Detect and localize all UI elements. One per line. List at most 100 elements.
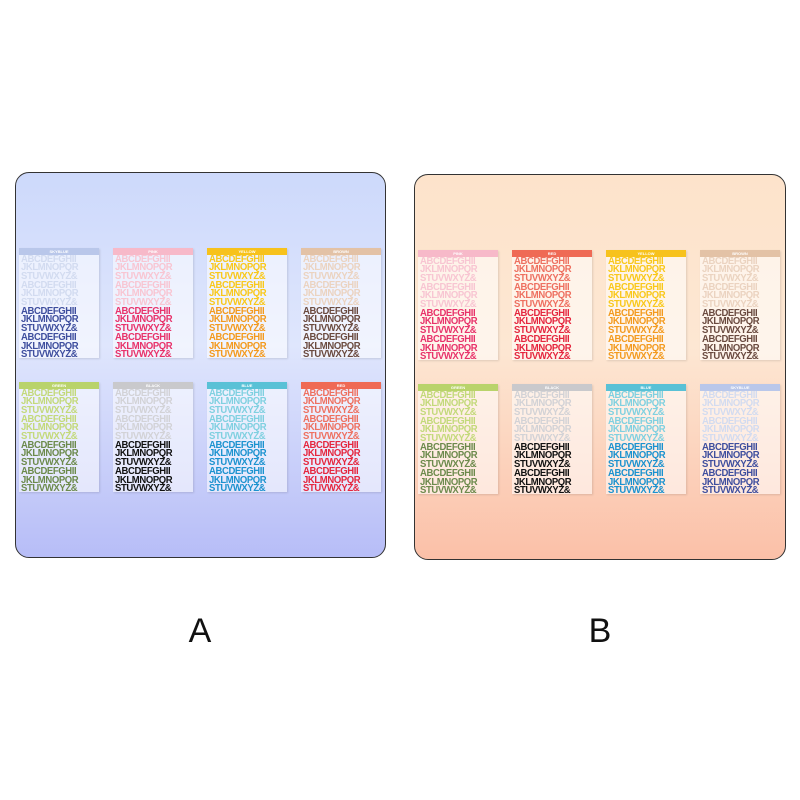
letter-row: JKLMNOPQR [608, 424, 666, 436]
letter-row: ABCDEFGHII [209, 466, 265, 478]
letter-row: STUVWXYZ& [702, 432, 759, 444]
letter-row: STUVWXYZ& [420, 484, 477, 496]
sticker-sheet-black: BLACK ABCDEFGHII JKLMNOPQR STUVWXYZ& ABCDEFG… [512, 384, 592, 496]
letter-row: JKLMNOPQR [303, 448, 361, 460]
letter-row: ABCDEFGHII [303, 254, 359, 265]
letter-row: STUVWXYZ& [21, 430, 78, 442]
letter-row: ABCDEFGHII [115, 388, 171, 399]
sheet-color-label: RED [512, 250, 592, 257]
letter-row: JKLMNOPQR [209, 262, 267, 274]
sticker-sheet-black: BLACK ABCDEFGHII JKLMNOPQR STUVWXYZ& ABCDEFG… [113, 382, 193, 494]
letter-row: STUVWXYZ& [303, 348, 360, 360]
letter-row: JKLMNOPQR [608, 450, 666, 462]
letter-row: JKLMNOPQR [303, 340, 361, 352]
sticker-sheet-skyblue: SKYBLUE ABCDEFGHII JKLMNOPQR STUVWXYZ& ABCDE… [700, 384, 780, 496]
letter-row: JKLMNOPQR [420, 450, 478, 462]
letter-row: ABCDEFGHII [608, 282, 664, 294]
letter-row: STUVWXYZ& [702, 406, 759, 418]
sticker-sheet-blue: BLUE ABCDEFGHII JKLMNOPQR STUVWXYZ& ABCDEFGH… [207, 382, 287, 494]
letter-row: JKLMNOPQR [702, 342, 760, 354]
letter-row: ABCDEFGHII [209, 332, 265, 344]
letter-row: JKLMNOPQR [702, 476, 760, 488]
letter-row: STUVWXYZ& [115, 404, 172, 416]
letter-row: STUVWXYZ& [303, 270, 360, 282]
letter-row: STUVWXYZ& [115, 456, 172, 468]
letter-row: STUVWXYZ& [702, 458, 759, 470]
letter-row: STUVWXYZ& [608, 432, 665, 444]
letter-row: JKLMNOPQR [303, 422, 361, 434]
letter-row: STUVWXYZ& [420, 272, 477, 284]
letter-row: ABCDEFGHII [514, 416, 570, 428]
letter-row: ABCDEFGHII [420, 282, 476, 294]
letter-row: ABCDEFGHII [21, 254, 77, 265]
letter-row: ABCDEFGHII [420, 390, 476, 401]
letter-row: ABCDEFGHII [115, 306, 171, 318]
letter-row: STUVWXYZ& [303, 296, 360, 308]
letter-row: ABCDEFGHII [514, 442, 570, 454]
letter-row: ABCDEFGHII [303, 388, 359, 399]
caption-b: B [588, 612, 612, 650]
sheet-color-label: BROWN [700, 250, 780, 257]
letter-row: JKLMNOPQR [420, 342, 478, 354]
letter-row: JKLMNOPQR [514, 424, 572, 436]
sheet-color-label: BROWN [301, 248, 381, 255]
letter-row: ABCDEFGHII [209, 414, 265, 426]
letter-row: STUVWXYZ& [514, 484, 571, 496]
letter-row: ABCDEFGHII [21, 440, 77, 452]
letter-row: ABCDEFGHII [702, 308, 758, 320]
letter-row: STUVWXYZ& [608, 324, 665, 336]
letter-row: STUVWXYZ& [21, 482, 78, 494]
sticker-sheet-pink: PINK ABCDEFGHII JKLMNOPQR STUVWXYZ& ABCDEFGH… [418, 250, 498, 362]
letter-row: JKLMNOPQR [115, 314, 173, 326]
letter-row: STUVWXYZ& [420, 458, 477, 470]
letter-row: STUVWXYZ& [702, 324, 759, 336]
letter-row: ABCDEFGHII [608, 416, 664, 428]
letter-row: ABCDEFGHII [420, 442, 476, 454]
letter-row: JKLMNOPQR [303, 314, 361, 326]
letter-row: ABCDEFGHII [420, 334, 476, 346]
letter-row: JKLMNOPQR [702, 398, 760, 410]
letter-row: JKLMNOPQR [209, 288, 267, 300]
sticker-sheet-blue: BLUE ABCDEFGHII JKLMNOPQR STUVWXYZ& ABCDEFGH… [606, 384, 686, 496]
letter-row: ABCDEFGHII [21, 414, 77, 426]
letter-row: STUVWXYZ& [115, 322, 172, 334]
letter-row: STUVWXYZ& [702, 350, 759, 362]
letter-row: ABCDEFGHII [608, 390, 664, 401]
letter-row: JKLMNOPQR [514, 398, 572, 410]
letter-row: JKLMNOPQR [21, 448, 79, 460]
letter-row: ABCDEFGHII [702, 256, 758, 267]
sheet-color-label: PINK [418, 250, 498, 257]
letter-row: STUVWXYZ& [702, 272, 759, 284]
letter-row: ABCDEFGHII [303, 440, 359, 452]
letter-row: ABCDEFGHII [514, 308, 570, 320]
letter-row: JKLMNOPQR [608, 264, 666, 276]
sticker-sheet-yellow: YELLOW ABCDEFGHII JKLMNOPQR STUVWXYZ& ABCDEF… [606, 250, 686, 362]
letter-row: ABCDEFGHII [209, 280, 265, 292]
letter-row: ABCDEFGHII [514, 390, 570, 401]
letter-row: STUVWXYZ& [209, 482, 266, 494]
letter-row: JKLMNOPQR [115, 396, 173, 408]
letter-row: STUVWXYZ& [115, 482, 172, 494]
letter-row: STUVWXYZ& [209, 270, 266, 282]
letter-row: JKLMNOPQR [209, 340, 267, 352]
letter-row: STUVWXYZ& [608, 298, 665, 310]
sticker-sheet-skyblue: SKYBLUE ABCDEFGHII JKLMNOPQR STUVWXYZ& ABCDE… [19, 248, 99, 360]
letter-row: ABCDEFGHII [514, 468, 570, 480]
letter-row: STUVWXYZ& [303, 456, 360, 468]
letter-row: JKLMNOPQR [702, 290, 760, 302]
letter-row: JKLMNOPQR [608, 290, 666, 302]
letter-row: JKLMNOPQR [115, 340, 173, 352]
letter-row: JKLMNOPQR [420, 316, 478, 328]
letter-row: STUVWXYZ& [209, 322, 266, 334]
product-panel-a: SKYBLUE ABCDEFGHII JKLMNOPQR STUVWXYZ& ABCDE… [15, 172, 386, 558]
letter-row: STUVWXYZ& [115, 348, 172, 360]
letter-row: STUVWXYZ& [420, 324, 477, 336]
letter-row: ABCDEFGHII [420, 468, 476, 480]
letter-row: JKLMNOPQR [514, 290, 572, 302]
sticker-sheet-green: GREEN ABCDEFGHII JKLMNOPQR STUVWXYZ& ABCDEFG… [19, 382, 99, 494]
sheet-color-label: PINK [113, 248, 193, 255]
letter-row: JKLMNOPQR [702, 316, 760, 328]
letter-row: ABCDEFGHII [303, 414, 359, 426]
letter-row: STUVWXYZ& [514, 350, 571, 362]
letter-row: STUVWXYZ& [303, 404, 360, 416]
